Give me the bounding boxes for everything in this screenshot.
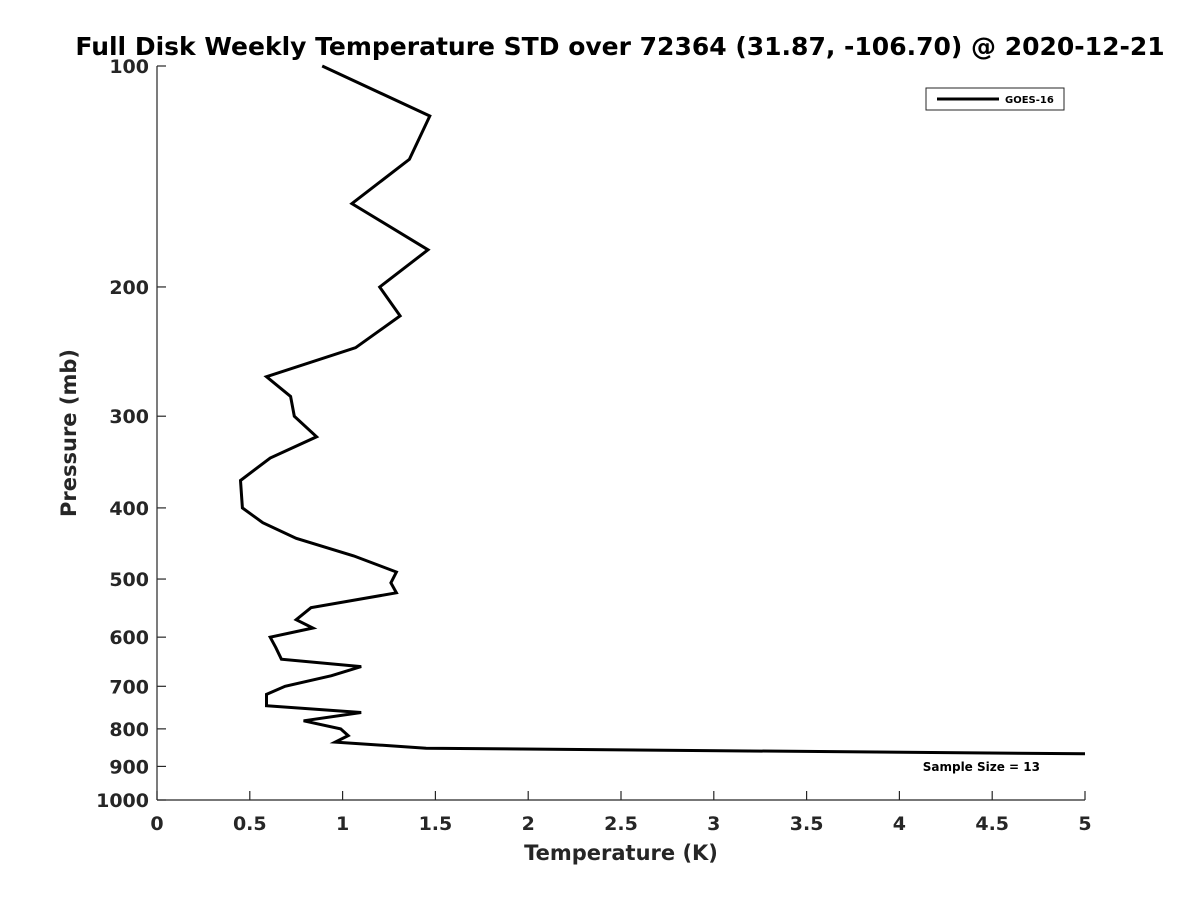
y-tick-label: 600 <box>109 627 149 649</box>
x-tick-label: 2 <box>522 813 535 835</box>
x-tick-label: 0 <box>150 813 163 835</box>
y-tick-label: 500 <box>109 569 149 591</box>
plot-area <box>156 66 1085 801</box>
y-tick-label: 300 <box>109 406 149 428</box>
y-tick-label: 200 <box>109 277 149 299</box>
x-tick-label: 1 <box>336 813 349 835</box>
y-tick-label: 700 <box>109 676 149 698</box>
y-tick-label: 100 <box>109 56 149 78</box>
sample-size-annotation: Sample Size = 13 <box>923 760 1040 774</box>
y-tick-label: 900 <box>109 756 149 778</box>
chart-title: Full Disk Weekly Temperature STD over 72… <box>75 32 1164 61</box>
x-tick-label: 0.5 <box>233 813 267 835</box>
x-tick-label: 4.5 <box>975 813 1009 835</box>
x-tick-label: 3.5 <box>790 813 824 835</box>
y-axis-label: Pressure (mb) <box>57 349 81 517</box>
y-tick-label: 1000 <box>96 790 149 812</box>
x-tick-label: 5 <box>1078 813 1091 835</box>
x-tick-label: 3 <box>707 813 720 835</box>
y-tick-label: 800 <box>109 719 149 741</box>
y-axis-ticks: 100 200 300 400 500 600 700 800 900 1000 <box>96 56 166 812</box>
x-tick-label: 2.5 <box>604 813 638 835</box>
y-tick-label: 400 <box>109 498 149 520</box>
x-tick-label: 4 <box>893 813 906 835</box>
x-axis-ticks: 0 0.5 1 1.5 2 2.5 3 3.5 4 4.5 5 <box>150 791 1092 835</box>
legend-label-goes-16: GOES-16 <box>1005 95 1054 106</box>
series-line-goes-16 <box>238 64 1086 756</box>
series-layer <box>238 64 1086 756</box>
legend: GOES-16 <box>925 87 1065 111</box>
x-tick-label: 1.5 <box>419 813 453 835</box>
x-axis-label: Temperature (K) <box>524 841 718 865</box>
